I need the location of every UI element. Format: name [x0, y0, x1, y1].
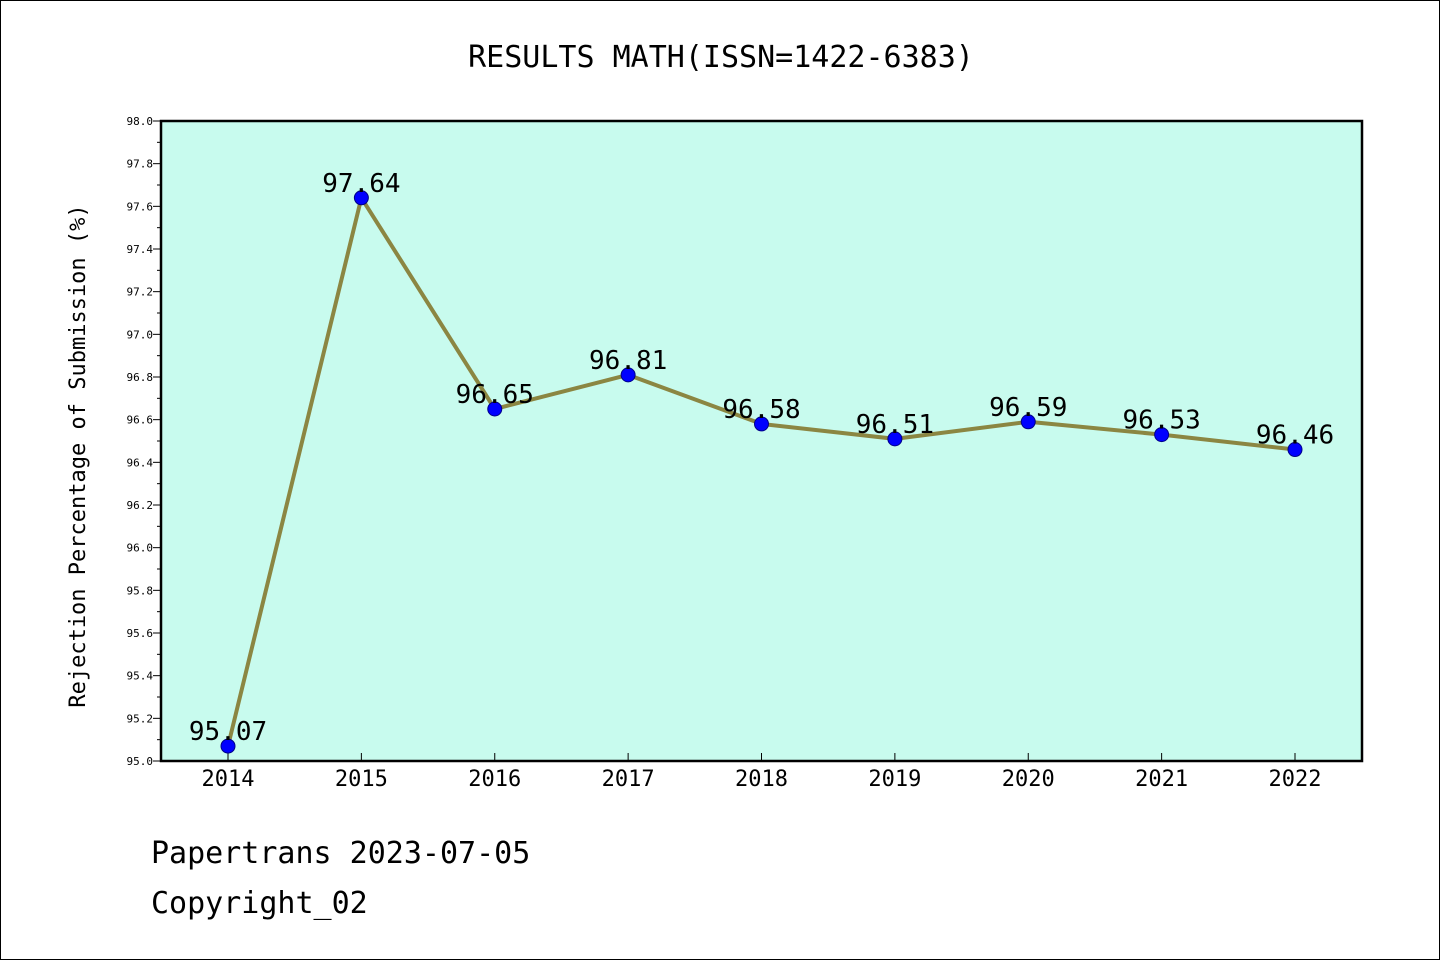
y-tick-label: 97.6: [127, 200, 154, 213]
y-tick-label: 96.8: [127, 371, 154, 384]
data-point-2014: [220, 738, 236, 754]
data-point-2016: [487, 401, 503, 417]
data-point-2022: [1287, 442, 1303, 458]
data-label-2016: 96.65: [456, 380, 534, 410]
y-tick-label: 95.0: [127, 755, 154, 768]
y-axis-ticks: 95.0 95.2 95.4 95.6 95.8 96.0 96.2 96.4 96.6 96.8…: [127, 115, 161, 768]
data-label-2020: 96.59: [989, 393, 1067, 423]
series-layer: 95.07 97.64 96.65 96.81 96.58 96.51 96.59 96.53…: [189, 169, 1334, 754]
data-point-2015: [353, 190, 369, 206]
x-tick-label: 2014: [202, 767, 255, 792]
footer-source: Papertrans 2023-07-05: [151, 836, 531, 871]
y-tick-label: 95.6: [127, 627, 154, 640]
data-point-2017: [620, 367, 636, 383]
plot-border: [159, 119, 1364, 763]
x-tick-label: 2017: [602, 767, 655, 792]
data-label-2015: 97.64: [322, 169, 400, 199]
x-tick-label: 2021: [1135, 767, 1188, 792]
footer-copyright: Copyright_02: [151, 886, 368, 921]
y-tick-label: 95.2: [127, 712, 154, 725]
x-tick-label: 2020: [1002, 767, 1055, 792]
data-point-2019: [887, 431, 903, 447]
y-tick-label: 96.6: [127, 414, 154, 427]
y-tick-label: 96.0: [127, 542, 154, 555]
data-label-2018: 96.58: [722, 395, 800, 425]
y-tick-label: 96.4: [127, 456, 154, 469]
data-label-2022: 96.46: [1256, 421, 1334, 451]
x-tick-label: 2016: [468, 767, 521, 792]
data-point-2018: [754, 416, 769, 432]
x-tick-label: 2018: [735, 767, 788, 792]
data-label-2014: 95.07: [189, 717, 267, 747]
y-tick-label: 95.4: [127, 670, 154, 683]
y-tick-label: 97.2: [127, 286, 154, 299]
y-tick-label: 98.0: [127, 115, 154, 128]
chart-title: RESULTS MATH(ISSN=1422-6383): [468, 40, 974, 75]
y-tick-label: 97.4: [127, 243, 154, 256]
x-tick-label: 2022: [1269, 767, 1322, 792]
data-label-2021: 96.53: [1122, 406, 1200, 436]
data-label-2019: 96.51: [856, 410, 934, 440]
data-label-2017: 96.81: [589, 346, 667, 376]
x-axis-ticks: 2014 2015 2016 2017 2018 2019 2020 2021 2022: [202, 753, 1322, 792]
y-tick-label: 97.8: [127, 158, 154, 171]
x-tick-label: 2015: [335, 767, 388, 792]
y-axis-label: Rejection Percentage of Submission (%): [66, 204, 91, 707]
data-point-2021: [1154, 427, 1170, 443]
x-tick-label: 2019: [868, 767, 921, 792]
y-tick-label: 95.8: [127, 584, 154, 597]
y-tick-label: 96.2: [127, 499, 154, 512]
y-tick-label: 97.0: [127, 328, 154, 341]
plot-area: [161, 121, 1362, 761]
data-point-2020: [1020, 414, 1036, 430]
